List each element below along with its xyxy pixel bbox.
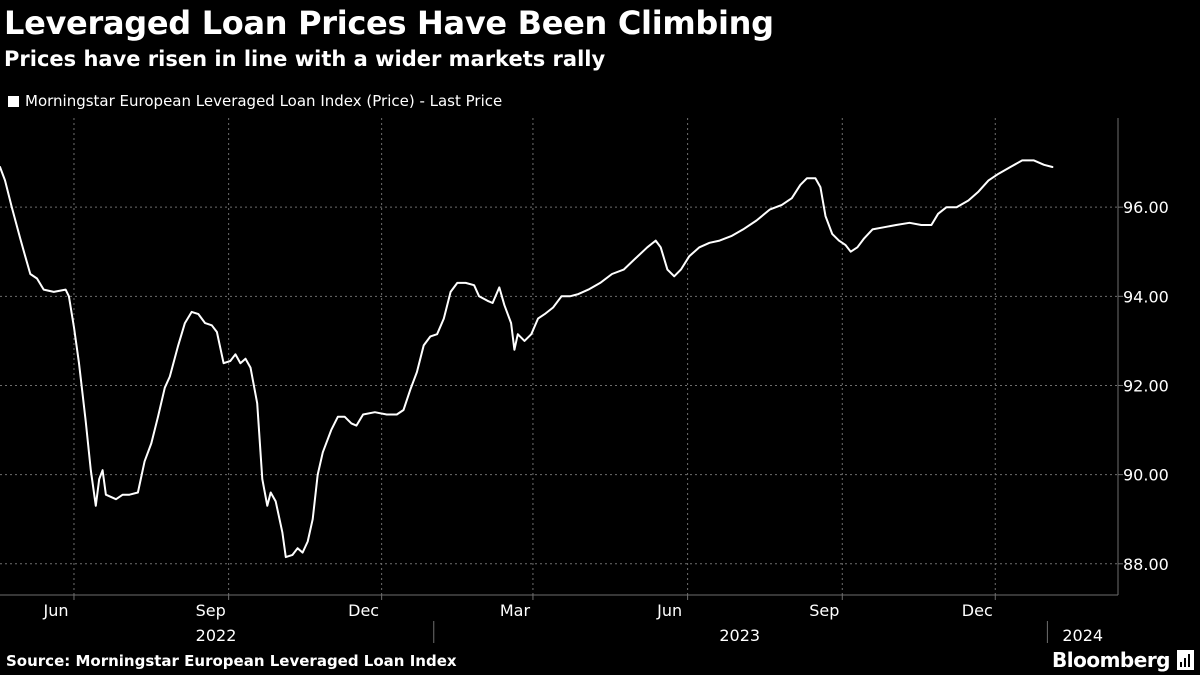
x-tick-label: Jun (656, 601, 682, 620)
x-year-label: 2022 (196, 626, 237, 645)
chart-icon (1177, 650, 1194, 670)
axes (0, 118, 1123, 643)
x-tick-label: Jun (42, 601, 68, 620)
x-year-label: 2023 (719, 626, 760, 645)
x-tick-label: Dec (348, 601, 379, 620)
legend-label: Morningstar European Leveraged Loan Inde… (25, 92, 503, 110)
tick-labels: 88.00 90.00 92.00 94.00 96.00 Jun Sep Dec Mar Jun… (42, 198, 1168, 645)
legend-swatch (8, 95, 19, 107)
chart-subtitle: Prices have risen in line with a wider m… (4, 47, 606, 71)
y-tick-label: 90.00 (1123, 466, 1169, 485)
x-tick-label: Dec (962, 601, 993, 620)
brand-logo: Bloomberg (1052, 648, 1170, 672)
source-note: Source: Morningstar European Leveraged L… (6, 652, 457, 670)
y-tick-label: 88.00 (1123, 555, 1169, 574)
y-tick-label: 94.00 (1123, 287, 1169, 306)
chart-legend: Morningstar European Leveraged Loan Inde… (8, 92, 502, 110)
x-year-label: 2024 (1062, 626, 1103, 645)
x-tick-label: Sep (196, 601, 226, 620)
grid-lines (0, 118, 1118, 595)
series-line (0, 159, 1054, 559)
series (0, 159, 1054, 559)
y-tick-label: 96.00 (1123, 198, 1169, 217)
x-tick-label: Mar (500, 601, 531, 620)
x-tick-label: Sep (809, 601, 839, 620)
chart-title: Leveraged Loan Prices Have Been Climbing (4, 4, 774, 42)
y-tick-label: 92.00 (1123, 376, 1169, 395)
